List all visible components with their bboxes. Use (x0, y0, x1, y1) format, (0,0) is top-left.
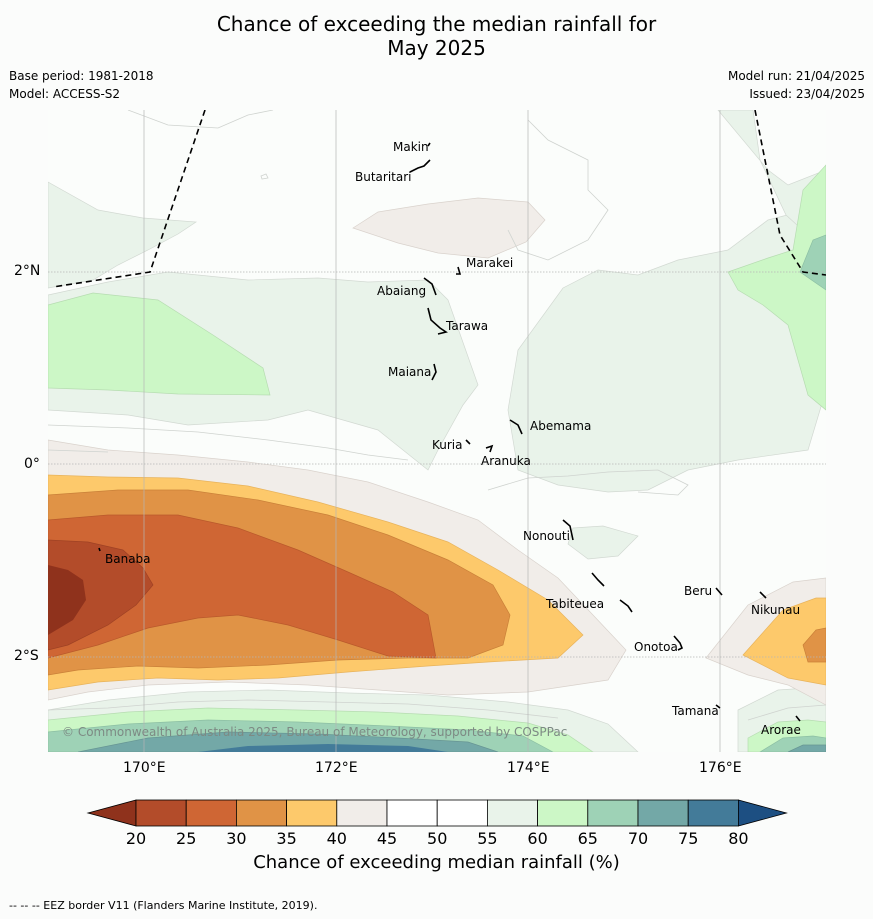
colorbar-segment (286, 799, 338, 827)
place-labels: Makin Butaritari Marakei Abaiang Tarawa … (105, 140, 801, 737)
place-nonouti: Nonouti (523, 529, 570, 543)
place-arorae: Arorae (761, 723, 801, 737)
meta-right: Model run: 21/04/2025 Issued: 23/04/2025 (728, 67, 865, 103)
colorbar-tick-label: 55 (477, 829, 497, 848)
x-tick-176e: 176°E (699, 760, 742, 776)
place-kuria: Kuria (432, 438, 463, 452)
colorbar-title: Chance of exceeding median rainfall (%) (253, 852, 620, 873)
contour-below-20 (48, 565, 86, 635)
colorbar-tick-label: 60 (527, 829, 547, 848)
y-tick-2s: 2°S (14, 648, 39, 664)
colorbar-segment (436, 799, 488, 827)
eez-border (52, 110, 826, 288)
colorbar-segment (687, 799, 739, 827)
contour-75-80 (198, 744, 448, 752)
model-name: Model: ACCESS-S2 (9, 87, 121, 101)
colorbar-segment (537, 799, 589, 827)
map-title: Chance of exceeding the median rainfall … (0, 12, 873, 60)
colorbar-tick-label: 80 (728, 829, 748, 848)
title-line-1: Chance of exceeding the median rainfall … (216, 12, 657, 36)
base-period: Base period: 1981-2018 (9, 69, 154, 83)
place-banaba: Banaba (105, 552, 151, 566)
place-beru: Beru (684, 584, 712, 598)
colorbar-segment (235, 799, 287, 827)
colorbar-segment (336, 799, 388, 827)
colorbar-tick-label: 70 (628, 829, 648, 848)
issued-date: Issued: 23/04/2025 (749, 87, 865, 101)
place-makin: Makin (393, 140, 429, 154)
copyright-text: © Commonwealth of Australia 2025, Bureau… (62, 725, 567, 739)
x-tick-172e: 172°E (315, 760, 358, 776)
colorbar-segment (185, 799, 237, 827)
place-onotoa: Onotoa (634, 640, 678, 654)
colorbar-tick-label: 50 (427, 829, 447, 848)
island-outlines (98, 142, 801, 722)
place-tarawa: Tarawa (445, 319, 488, 333)
colorbar-tick-label: 75 (678, 829, 698, 848)
colorbar-extend-low (86, 799, 137, 827)
colorbar-extend-high (738, 799, 788, 827)
place-nikunau: Nikunau (751, 603, 800, 617)
colorbar-segment (135, 799, 187, 827)
colorbar-tick-label: 20 (126, 829, 146, 848)
meta-left: Base period: 1981-2018 Model: ACCESS-S2 (9, 67, 154, 103)
colorbar-tick-label: 35 (276, 829, 296, 848)
colorbar-tick-label: 25 (176, 829, 196, 848)
y-tick-0: 0° (24, 456, 40, 472)
place-tamana: Tamana (671, 704, 719, 718)
contour-20-25 (48, 539, 154, 651)
place-aranuka: Aranuka (481, 454, 531, 468)
place-maiana: Maiana (388, 365, 431, 379)
colorbar-tick-label: 65 (578, 829, 598, 848)
colorbar-segment (637, 799, 689, 827)
place-abemama: Abemama (530, 419, 591, 433)
graticule (48, 110, 826, 752)
x-tick-174e: 174°E (507, 760, 550, 776)
place-tabiteuea: Tabiteuea (545, 597, 604, 611)
model-run: Model run: 21/04/2025 (727, 69, 865, 83)
colorbar-segment (486, 799, 538, 827)
place-marakei: Marakei (466, 256, 513, 270)
colorbar-tick-label: 30 (226, 829, 246, 848)
colorbar-segment (386, 799, 438, 827)
colorbar-tick-label: 45 (377, 829, 397, 848)
colorbar-tick-label: 40 (327, 829, 347, 848)
y-tick-2n: 2°N (14, 263, 41, 279)
footer-note: -- -- -- EEZ border V11 (Flanders Marine… (9, 899, 318, 912)
colorbar-segment (587, 799, 639, 827)
place-butaritari: Butaritari (355, 170, 412, 184)
rainfall-map: Makin Butaritari Marakei Abaiang Tarawa … (48, 110, 826, 752)
title-line-2: May 2025 (387, 36, 486, 60)
x-tick-170e: 170°E (123, 760, 166, 776)
place-abaiang: Abaiang (377, 284, 426, 298)
